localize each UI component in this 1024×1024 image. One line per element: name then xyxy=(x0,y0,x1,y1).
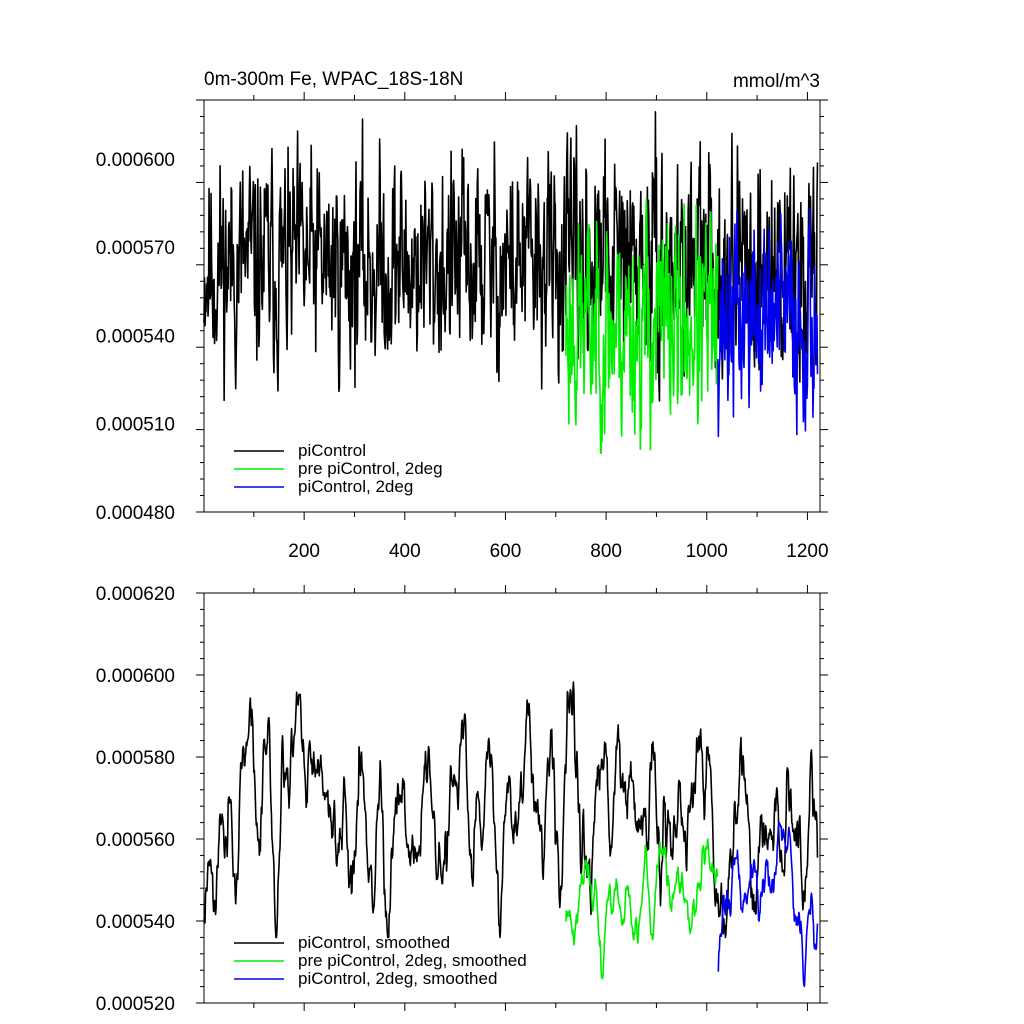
bottom-y-tick-label: 0.000600 xyxy=(96,666,175,687)
top-chart-title: 0m-300m Fe, WPAC_18S-18N xyxy=(204,69,463,90)
top-x-tick-label: 400 xyxy=(389,541,421,562)
top-x-tick-label: 600 xyxy=(490,541,522,562)
bottom-series-line-0 xyxy=(203,681,819,939)
top-series-line-1 xyxy=(565,197,719,454)
bottom-panel: 0.000520 0.000540 0.000560 0.000580 0.000600… xyxy=(96,584,828,1015)
top-y-tick-label: 0.000510 xyxy=(96,415,175,436)
top-x-tick-label: 1200 xyxy=(786,541,828,562)
top-series-line-2 xyxy=(717,208,819,438)
bottom-legend-label-pre-picontrol-2deg-smoothed: pre piControl, 2deg, smoothed xyxy=(298,951,527,970)
top-y-tick-label: 0.000480 xyxy=(96,503,175,524)
bottom-series-line-1 xyxy=(565,838,719,980)
top-series-group xyxy=(203,110,819,454)
top-y-tick-label: 0.000600 xyxy=(96,150,175,171)
top-chart-units: mmol/m^3 xyxy=(733,71,820,92)
bottom-y-tick-label: 0.000520 xyxy=(96,994,175,1015)
bottom-legend-label-picontrol-2deg-smoothed: piControl, 2deg, smoothed xyxy=(298,969,497,988)
top-y-tick-label: 0.000540 xyxy=(96,326,175,347)
top-x-tick-label: 200 xyxy=(288,541,320,562)
bottom-y-tick-label: 0.000620 xyxy=(96,584,175,605)
bottom-y-tick-label: 0.000580 xyxy=(96,748,175,769)
bottom-series-line-2 xyxy=(717,821,819,988)
bottom-y-tick-label: 0.000560 xyxy=(96,830,175,851)
top-legend-label-picontrol-2deg: piControl, 2deg xyxy=(298,477,413,496)
bottom-axis-ticks: 0.000520 0.000540 0.000560 0.000580 0.000600… xyxy=(96,584,828,1015)
bottom-y-tick-label: 0.000540 xyxy=(96,912,175,933)
bottom-series-group xyxy=(203,681,819,988)
top-x-tick-label: 1000 xyxy=(686,541,728,562)
top-plot-frame xyxy=(203,99,821,513)
bottom-legend-label-picontrol-smoothed: piControl, smoothed xyxy=(298,933,450,952)
bottom-legend: piControl, smoothed pre piControl, 2deg,… xyxy=(234,933,527,988)
bottom-plot-frame xyxy=(203,592,821,1004)
top-panel: 0m-300m Fe, WPAC_18S-18N mmol/m^3 200 400… xyxy=(96,69,829,562)
top-legend: piControl pre piControl, 2deg piControl,… xyxy=(234,441,443,496)
top-y-tick-label: 0.000570 xyxy=(96,238,175,259)
top-axis-ticks: 200 400 600 800 1000 1200 0.000480 0.000510 0.00… xyxy=(96,92,829,562)
top-legend-label-pre-picontrol-2deg: pre piControl, 2deg xyxy=(298,459,443,478)
top-x-tick-label: 800 xyxy=(590,541,622,562)
top-legend-label-picontrol: piControl xyxy=(298,441,366,460)
